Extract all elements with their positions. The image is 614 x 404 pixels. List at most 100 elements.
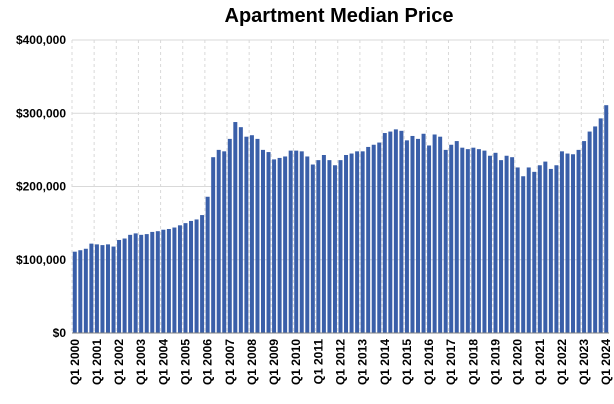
bar	[471, 147, 476, 333]
bar	[421, 133, 426, 333]
bar	[111, 246, 116, 333]
bar	[504, 155, 509, 333]
x-tick-label: Q1 2020	[511, 339, 525, 385]
bar	[487, 155, 492, 333]
bar	[349, 153, 354, 333]
bar	[510, 157, 515, 333]
bar	[344, 155, 349, 333]
bar	[183, 223, 188, 334]
bar	[548, 168, 553, 333]
bar	[261, 149, 265, 334]
x-tick-label: Q1 2004	[156, 339, 170, 385]
bar	[476, 149, 481, 333]
x-tick-label: Q1 2022	[555, 339, 569, 385]
bar	[227, 138, 232, 333]
x-tick-label: Q1 2017	[444, 339, 458, 385]
x-tick-label: Q1 2018	[466, 339, 480, 385]
x-tick-label: Q1 2001	[90, 339, 104, 385]
y-tick-label: $0	[53, 326, 67, 340]
bar	[83, 248, 88, 333]
bar	[194, 219, 199, 333]
bar	[249, 135, 254, 333]
bar	[432, 134, 437, 333]
bar	[105, 244, 110, 333]
x-tick-label: Q1 2005	[178, 339, 192, 385]
x-tick-label: Q1 2009	[267, 339, 281, 385]
bar	[294, 150, 299, 333]
bar	[277, 157, 282, 333]
bar	[89, 243, 94, 333]
bar	[255, 138, 260, 333]
x-tick-label: Q1 2003	[134, 339, 148, 385]
bar	[128, 234, 133, 333]
x-tick-label: Q1 2002	[112, 339, 126, 385]
bar	[593, 126, 598, 333]
bar	[332, 165, 337, 333]
bar	[598, 118, 603, 333]
bar	[482, 150, 487, 333]
bar	[144, 234, 149, 333]
bar	[327, 160, 332, 333]
bar	[177, 225, 182, 333]
x-tick-label: Q1 2023	[577, 339, 591, 385]
x-tick-label: Q1 2015	[400, 339, 414, 385]
bar	[122, 238, 127, 333]
bar	[393, 129, 398, 333]
bar	[404, 140, 409, 333]
bar	[454, 141, 459, 333]
y-tick-label: $300,000	[16, 106, 66, 120]
bar	[410, 135, 415, 333]
bar	[449, 144, 454, 333]
x-tick-label: Q1 2019	[489, 339, 503, 385]
x-tick-label: Q1 2012	[334, 339, 348, 385]
bar	[499, 160, 504, 333]
x-tick-label: Q1 2007	[223, 339, 237, 385]
bar	[355, 151, 360, 333]
bar	[565, 153, 570, 333]
bar	[465, 149, 470, 333]
x-tick-label: Q1 2013	[356, 339, 370, 385]
bar	[205, 196, 210, 333]
bar	[338, 160, 343, 333]
bar	[78, 250, 83, 333]
bar	[233, 122, 238, 333]
bar	[283, 156, 288, 333]
bar	[222, 151, 227, 333]
y-tick-label: $200,000	[16, 180, 66, 194]
y-axis-ticks: $0 $100,000 $200,000 $300,000 $400,000	[16, 33, 66, 340]
bar	[427, 145, 432, 333]
x-tick-label: Q1 2010	[289, 339, 303, 385]
bar	[266, 152, 271, 333]
bar	[360, 151, 365, 333]
bar	[299, 151, 304, 333]
bar	[310, 164, 315, 333]
bar	[382, 133, 387, 333]
bar	[316, 160, 321, 333]
bar	[288, 150, 293, 333]
bar	[493, 152, 498, 333]
bar	[532, 171, 537, 333]
bar	[371, 144, 376, 333]
bar	[604, 105, 609, 333]
bar	[582, 141, 587, 333]
bar	[388, 131, 393, 333]
x-tick-label: Q1 2000	[68, 339, 82, 385]
bar	[211, 157, 216, 333]
x-tick-label: Q1 2024	[599, 339, 613, 385]
bar	[189, 220, 194, 333]
bar	[305, 156, 310, 333]
bar	[571, 154, 576, 333]
bar	[460, 147, 465, 333]
bars	[72, 105, 609, 334]
bar	[272, 159, 277, 333]
bar	[537, 165, 542, 333]
bar	[554, 165, 559, 333]
bar	[161, 229, 166, 333]
bar	[515, 167, 520, 333]
bar	[238, 127, 243, 333]
bar	[200, 215, 205, 333]
bar	[216, 149, 221, 334]
x-axis-ticks: Q1 2000 Q1 2001 Q1 2002 Q1 2003 Q1 2004 Q1 20…	[68, 339, 613, 385]
bar	[72, 251, 77, 333]
bar	[117, 239, 122, 333]
